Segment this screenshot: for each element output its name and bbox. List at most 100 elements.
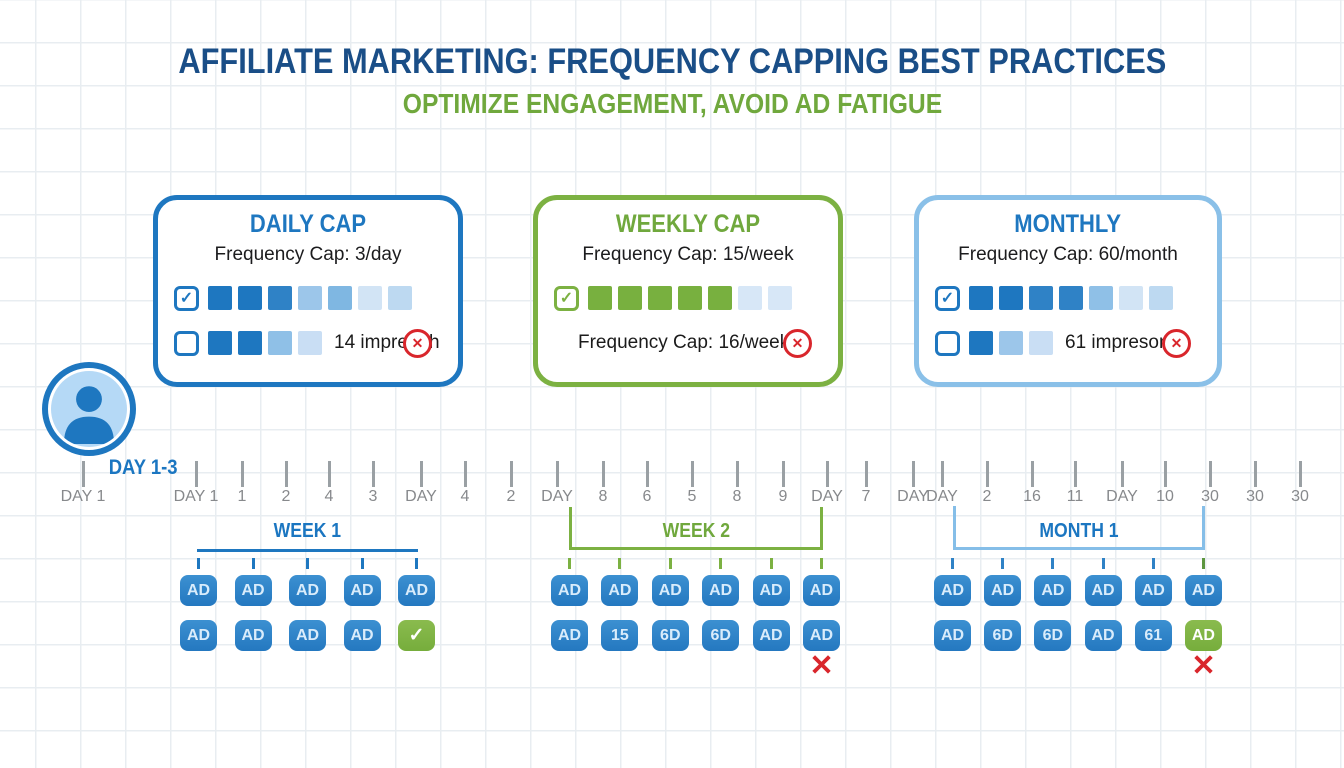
timeline-tick-label: 1 xyxy=(237,488,247,505)
week1-label: WEEK 1 xyxy=(197,520,418,543)
avatar-day-range-text: DAY 1-3 xyxy=(108,456,178,479)
ad-chip: AD xyxy=(343,620,381,651)
chip-tick-slot xyxy=(1034,558,1071,569)
chip-tick-mark xyxy=(306,558,309,569)
timeline-tick-label: 9 xyxy=(778,488,788,505)
ad-chip: AD xyxy=(289,575,326,606)
timeline-tick xyxy=(602,461,605,487)
week1-label-text: WEEK 1 xyxy=(273,520,342,542)
impression-row: ✓ xyxy=(554,283,826,313)
timeline-tick xyxy=(82,461,85,487)
timeline-tick-label: 4 xyxy=(460,488,470,505)
impression-row: ✓ xyxy=(174,283,446,313)
card-title-text: WEEKLY CAP xyxy=(615,210,761,238)
ad-chip: AD xyxy=(934,575,971,606)
impression-row: 61 impreson ✕ xyxy=(935,328,1205,358)
chip-tick-slot xyxy=(652,558,689,569)
timeline-tick-label: DAY 1 xyxy=(173,488,219,505)
timeline-tick-label: 30 xyxy=(1291,488,1309,505)
impression-square xyxy=(208,331,232,355)
ad-chip: AD xyxy=(601,575,639,606)
timeline-tick-label: DAY 1 xyxy=(60,488,106,505)
impression-row: Frequency Cap: 16/week ✕ xyxy=(554,328,826,358)
timeline-tick-label: 2 xyxy=(506,488,516,505)
impression-square xyxy=(1119,286,1143,310)
timeline-tick xyxy=(1121,461,1124,487)
chip-tick-mark xyxy=(951,558,954,569)
week2-ad-chips: AD AD AD AD AD AD AD 15 6D 6D AD AD ✕ xyxy=(551,558,840,688)
chip-tick-slot xyxy=(289,558,326,569)
chip-tick-slot xyxy=(1135,558,1172,569)
weekly-cap-card: WEEKLY CAP Frequency Cap: 15/week ✓ Frequ… xyxy=(533,195,843,387)
chip-tick-mark xyxy=(719,558,723,569)
week2-bracket xyxy=(569,507,823,550)
month1-bracket xyxy=(953,506,1205,550)
impression-row: 14 impreəoh ✕ xyxy=(174,328,446,358)
week1-ad-chips: AD AD AD AD AD AD AD AD AD ✓ xyxy=(180,558,435,688)
ad-chip: AD xyxy=(1084,575,1122,606)
chip-tick-mark xyxy=(618,558,622,569)
timeline-tick xyxy=(941,461,944,487)
person-icon xyxy=(63,386,115,444)
chip-tick-mark xyxy=(415,558,418,569)
chip-tick-mark xyxy=(1201,558,1205,569)
card-title-text: MONTHLY xyxy=(1014,210,1122,238)
timeline-tick xyxy=(328,461,331,487)
ad-chip: AD xyxy=(934,620,971,651)
impression-square xyxy=(238,286,262,310)
ad-chip: AD xyxy=(651,575,689,606)
blocked-circle-x-icon: ✕ xyxy=(783,329,812,358)
impression-square xyxy=(268,331,292,355)
impression-square xyxy=(1029,286,1053,310)
ad-chip: AD xyxy=(752,575,790,606)
check-chip: ✓ xyxy=(398,620,435,651)
checkbox-checked-icon: ✓ xyxy=(554,285,579,311)
timeline-tick xyxy=(420,461,423,487)
chip-tick-mark xyxy=(1051,558,1055,569)
impression-square xyxy=(999,331,1023,355)
daily-cap-card: DAILY CAP Frequency Cap: 3/day ✓ 14 impre… xyxy=(153,195,463,387)
timeline-tick xyxy=(986,461,989,487)
row-caption: Frequency Cap: 16/week xyxy=(578,332,790,353)
timeline-tick-label: DAY xyxy=(1106,488,1138,505)
ad-chip: AD xyxy=(180,620,217,651)
week1-bracket-line xyxy=(197,549,418,552)
blocked-circle-x-icon: ✕ xyxy=(1162,329,1191,358)
checkbox-empty-icon xyxy=(174,330,199,356)
impression-square xyxy=(298,331,322,355)
impression-square xyxy=(588,286,612,310)
impression-square xyxy=(738,286,762,310)
impression-square xyxy=(969,286,993,310)
page-title-text: AFFILIATE MARKETING: FREQUENCY CAPPING B… xyxy=(178,42,1166,81)
monthly-cap-card: MONTHLY Frequency Cap: 60/month ✓ 61 impr… xyxy=(914,195,1222,387)
chip-tick-slot xyxy=(235,558,272,569)
month1-ad-chips: AD AD AD AD AD AD AD 6D 6D AD 61 AD ✕ xyxy=(934,558,1222,688)
ad-chip: AD xyxy=(702,575,740,606)
impression-square xyxy=(648,286,672,310)
impression-square xyxy=(678,286,702,310)
chip-tick-slot xyxy=(803,558,840,569)
chip-tick-slot xyxy=(551,558,588,569)
ad-chip: AD xyxy=(551,620,588,651)
chip-tick-slot xyxy=(984,558,1021,569)
impression-square xyxy=(999,286,1023,310)
timeline-tick-label: 7 xyxy=(861,488,871,505)
impression-square xyxy=(618,286,642,310)
impression-row: ✓ xyxy=(935,283,1205,313)
timeline-tick xyxy=(782,461,785,487)
impression-square xyxy=(969,331,993,355)
timeline-tick xyxy=(646,461,649,487)
ad-chip: AD xyxy=(234,575,272,606)
check-icon: ✓ xyxy=(408,625,425,646)
week2-label: WEEK 2 xyxy=(569,520,823,543)
chip-tick-slot xyxy=(180,558,217,569)
chip-tick-mark xyxy=(1001,558,1005,569)
timeline-tick xyxy=(1299,461,1302,487)
checkbox-checked-icon: ✓ xyxy=(935,285,960,311)
ad-chip-row: AD AD AD AD AD xyxy=(180,575,435,606)
ad-chip-row: AD AD AD AD AD AD xyxy=(551,575,840,606)
timeline-tick-label: 8 xyxy=(732,488,742,505)
timeline-tick-label: 16 xyxy=(1023,488,1041,505)
ad-chip: AD xyxy=(1184,575,1222,606)
timeline-tick xyxy=(241,461,244,487)
